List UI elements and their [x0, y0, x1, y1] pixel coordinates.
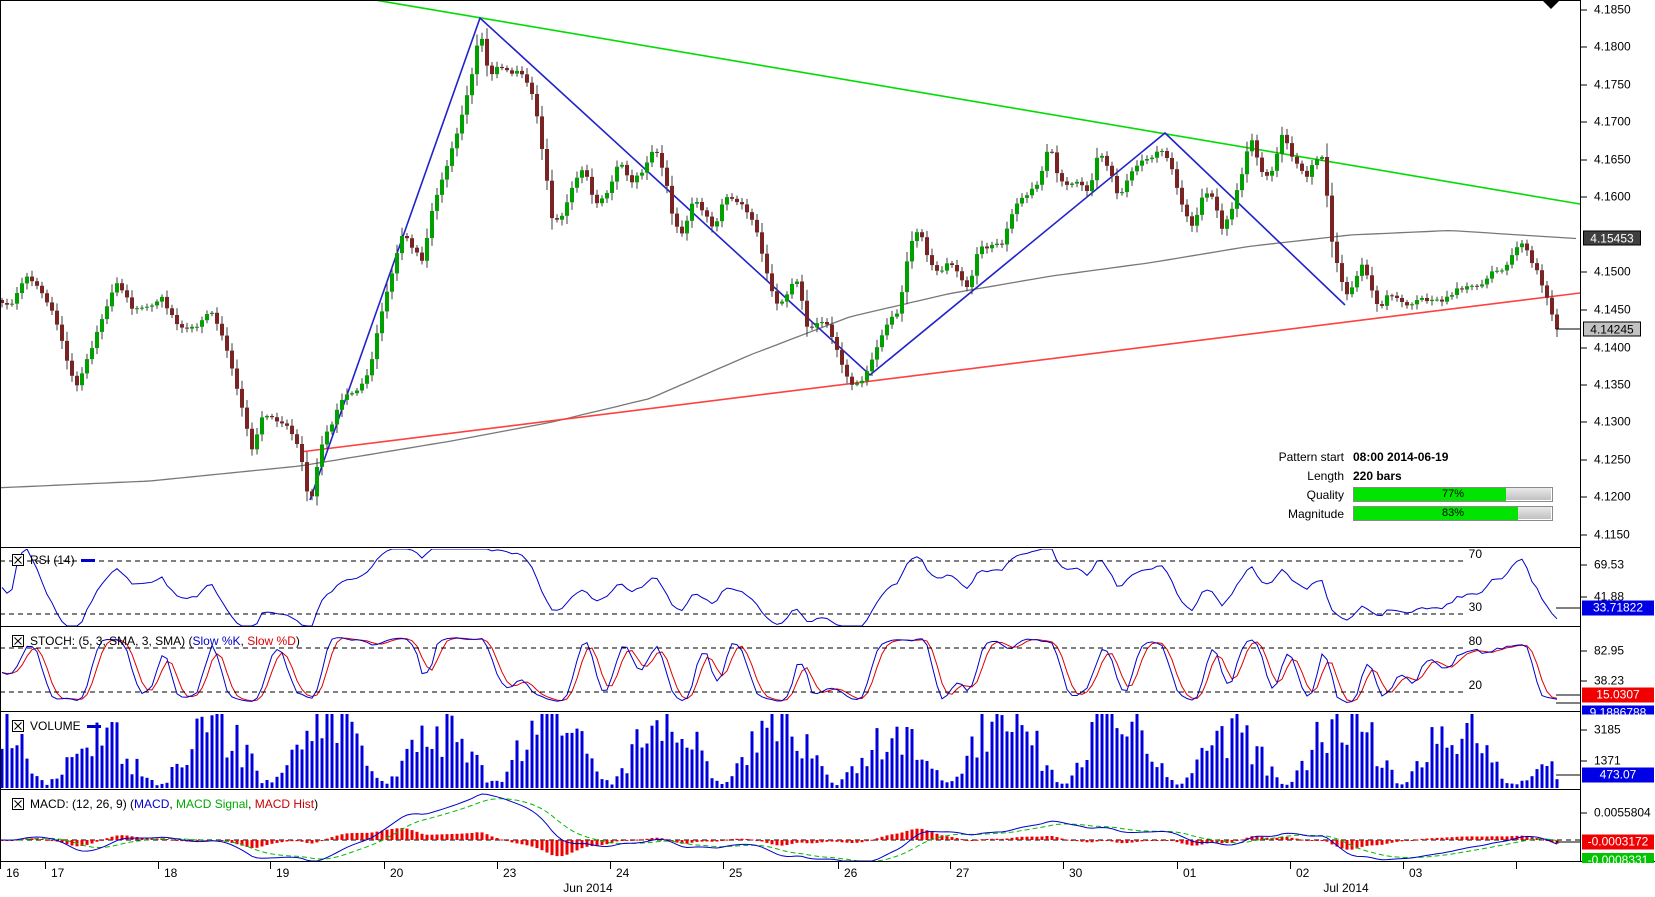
price-axis-tick: 4.1300	[1594, 414, 1631, 429]
level-label: 70	[1468, 547, 1482, 561]
macd-hist-label: MACD Hist	[254, 797, 315, 811]
macd-axis-tick: 0.0055804	[1594, 805, 1651, 820]
x-axis-day-label: 24	[616, 866, 630, 880]
ma-value-badge: 4.15453	[1583, 230, 1641, 246]
x-axis-day-label: 03	[1409, 866, 1423, 880]
macd-signal-label: MACD Signal	[176, 797, 249, 811]
rsi-panel-header: RSI (14)	[12, 553, 95, 567]
pattern-direction-down-icon	[1542, 0, 1560, 9]
level-label: 80	[1468, 634, 1482, 648]
stoch-checkbox[interactable]	[12, 634, 25, 648]
macd-label: MACD: (12, 26, 9) (	[30, 797, 135, 811]
quality-meter-percent: 77%	[1441, 488, 1465, 500]
price-axis-tick: 4.1200	[1594, 489, 1631, 504]
pattern-start-value: 08:00 2014-06-19	[1353, 450, 1449, 464]
pattern-info-box: Pattern start 08:00 2014-06-19 Length 22…	[1212, 449, 1553, 522]
rsi-axis-tick: 41.88	[1594, 589, 1625, 604]
pattern-length-value: 220 bars	[1353, 469, 1402, 483]
stoch-axis-tick: 38.23	[1594, 673, 1625, 688]
magnitude-meter: 83%	[1353, 506, 1553, 521]
rsi-checkbox[interactable]	[12, 553, 25, 567]
rsi-label: RSI (14)	[30, 553, 75, 567]
price-axis-tick: 4.1400	[1594, 340, 1631, 355]
volume-label: VOLUME	[30, 719, 81, 733]
x-axis-day-label: 19	[276, 866, 290, 880]
macd-line-label: MACD	[134, 797, 170, 811]
quality-meter: 77%	[1353, 487, 1553, 502]
x-axis-day-label: 20	[390, 866, 404, 880]
magnitude-label: Magnitude	[1287, 507, 1344, 521]
price-axis-tick: 4.1700	[1594, 114, 1631, 129]
pattern-start-label: Pattern start	[1278, 450, 1344, 464]
x-axis-day-label: 27	[956, 866, 970, 880]
volume-axis-tick: 1371	[1594, 753, 1621, 768]
magnitude-meter-fill	[1354, 507, 1519, 520]
x-axis-day-label: 17	[51, 866, 65, 880]
stoch-label: STOCH: (5, 3, SMA, 3, SMA) (	[30, 634, 193, 648]
stoch-slowk-label: Slow %K	[192, 634, 241, 648]
volume-line-swatch	[86, 724, 101, 728]
x-axis-day-label: 23	[503, 866, 517, 880]
x-axis-day-label: 02	[1296, 866, 1310, 880]
x-axis-month-label: Jun 2014	[563, 881, 613, 895]
macd-signal-badge: -0.0008331	[1582, 853, 1654, 863]
price-axis-tick: 4.1600	[1594, 189, 1631, 204]
volume-badge: 473.07	[1582, 767, 1654, 783]
level-label: 20	[1468, 678, 1482, 692]
magnitude-meter-percent: 83%	[1441, 507, 1465, 519]
price-axis-tick: 4.1350	[1594, 377, 1631, 392]
volume-axis-tick: 3185	[1594, 722, 1621, 737]
x-axis-day-label: 25	[729, 866, 743, 880]
price-axis-tick: 4.1750	[1594, 77, 1631, 92]
last-price-badge: 4.14245	[1583, 321, 1641, 337]
quality-meter-fill	[1354, 488, 1507, 501]
stoch-k-badge: 15.0307	[1582, 687, 1654, 703]
macd-sep1: ,	[169, 797, 177, 811]
stoch-panel-header: STOCH: (5, 3, SMA, 3, SMA) (Slow %K, Slo…	[12, 634, 300, 648]
volume-checkbox[interactable]	[12, 719, 25, 733]
stoch-slowd-label: Slow %D	[247, 634, 296, 648]
x-axis-day-label: 30	[1069, 866, 1083, 880]
volume-panel-header: VOLUME	[12, 719, 101, 733]
stoch-sep: ,	[240, 634, 248, 648]
stoch-suffix: )	[295, 634, 300, 648]
x-axis-day-label: 16	[6, 866, 20, 880]
rsi-axis-tick: 69.53	[1594, 557, 1625, 572]
x-axis-month-label: Jul 2014	[1323, 881, 1369, 895]
x-axis-day-label: 01	[1183, 866, 1197, 880]
x-axis-day-label: 26	[844, 866, 858, 880]
macd-suffix: )	[314, 797, 319, 811]
stoch-axis-tick: 82.95	[1594, 643, 1625, 658]
price-axis-tick: 4.1650	[1594, 152, 1631, 167]
price-axis-tick: 4.1250	[1594, 452, 1631, 467]
price-axis-tick: 4.1150	[1594, 527, 1630, 542]
pattern-length-label: Length	[1307, 469, 1344, 483]
macd-value-badge: -0.0003172	[1582, 834, 1654, 850]
rsi-value-badge: 33.71822	[1582, 600, 1654, 616]
stoch-d-badge: 9.1886788	[1582, 705, 1654, 715]
price-axis-tick: 4.1850	[1594, 2, 1631, 17]
macd-checkbox[interactable]	[12, 797, 25, 811]
price-axis-tick: 4.1800	[1594, 39, 1631, 54]
quality-label: Quality	[1306, 488, 1344, 502]
macd-sep2: ,	[248, 797, 255, 811]
level-label: 30	[1468, 600, 1482, 614]
rsi-line-swatch	[80, 558, 95, 562]
macd-panel-header: MACD: (12, 26, 9) (MACD, MACD Signal, MA…	[12, 797, 318, 811]
x-axis-day-label: 18	[164, 866, 178, 880]
price-axis-tick: 4.1450	[1594, 302, 1631, 317]
price-axis-tick: 4.1500	[1594, 264, 1631, 279]
